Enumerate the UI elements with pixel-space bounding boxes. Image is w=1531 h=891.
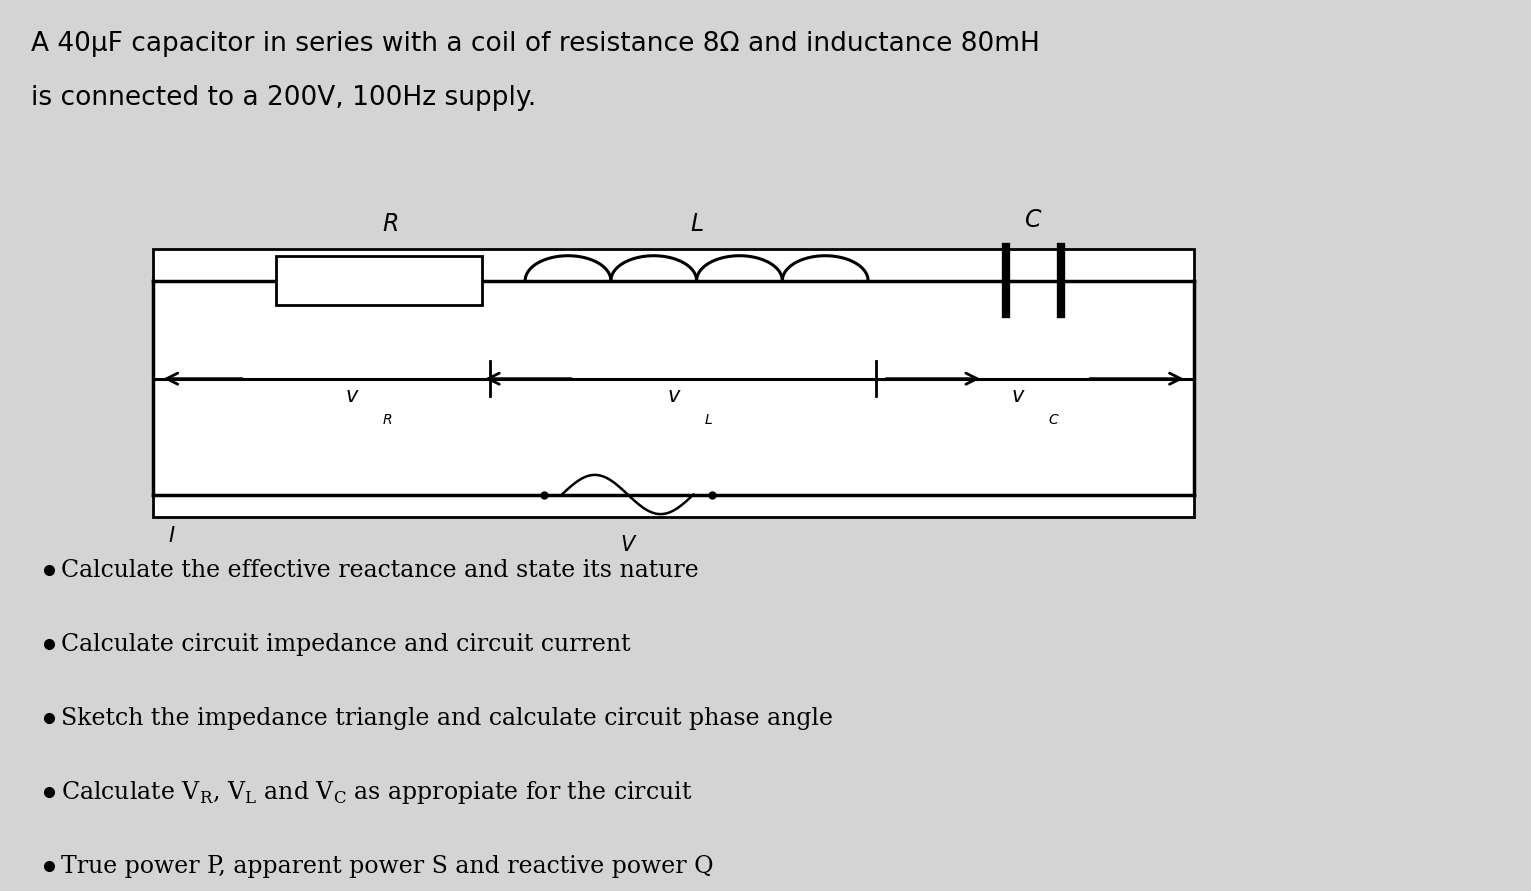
Bar [153, 249, 1194, 517]
Text: L: L [704, 413, 712, 427]
Text: $v$: $v$ [666, 387, 681, 406]
Text: I: I [168, 526, 175, 545]
Text: A 40μF capacitor in series with a coil of resistance 8Ω and inductance 80mH: A 40μF capacitor in series with a coil o… [31, 31, 1040, 57]
Text: C: C [1049, 413, 1058, 427]
Text: R: R [383, 212, 398, 236]
Text: R: R [383, 413, 392, 427]
Text: is connected to a 200V, 100Hz supply.: is connected to a 200V, 100Hz supply. [31, 85, 536, 110]
Text: Calculate the effective reactance and state its nature: Calculate the effective reactance and st… [61, 559, 700, 582]
Text: $v$: $v$ [344, 387, 360, 406]
Text: $v$: $v$ [1010, 387, 1026, 406]
Text: True power P, apparent power S and reactive power Q: True power P, apparent power S and react… [61, 854, 713, 878]
Text: Calculate V$_\mathregular{R}$, V$_\mathregular{L}$ and V$_\mathregular{C}$ as ap: Calculate V$_\mathregular{R}$, V$_\mathr… [61, 779, 692, 805]
Bar [276, 256, 482, 305]
Text: L: L [690, 212, 703, 236]
Text: Calculate circuit impedance and circuit current: Calculate circuit impedance and circuit … [61, 633, 631, 656]
Text: C: C [1026, 208, 1041, 232]
Text: Sketch the impedance triangle and calculate circuit phase angle: Sketch the impedance triangle and calcul… [61, 707, 833, 730]
Text: V: V [620, 535, 635, 554]
